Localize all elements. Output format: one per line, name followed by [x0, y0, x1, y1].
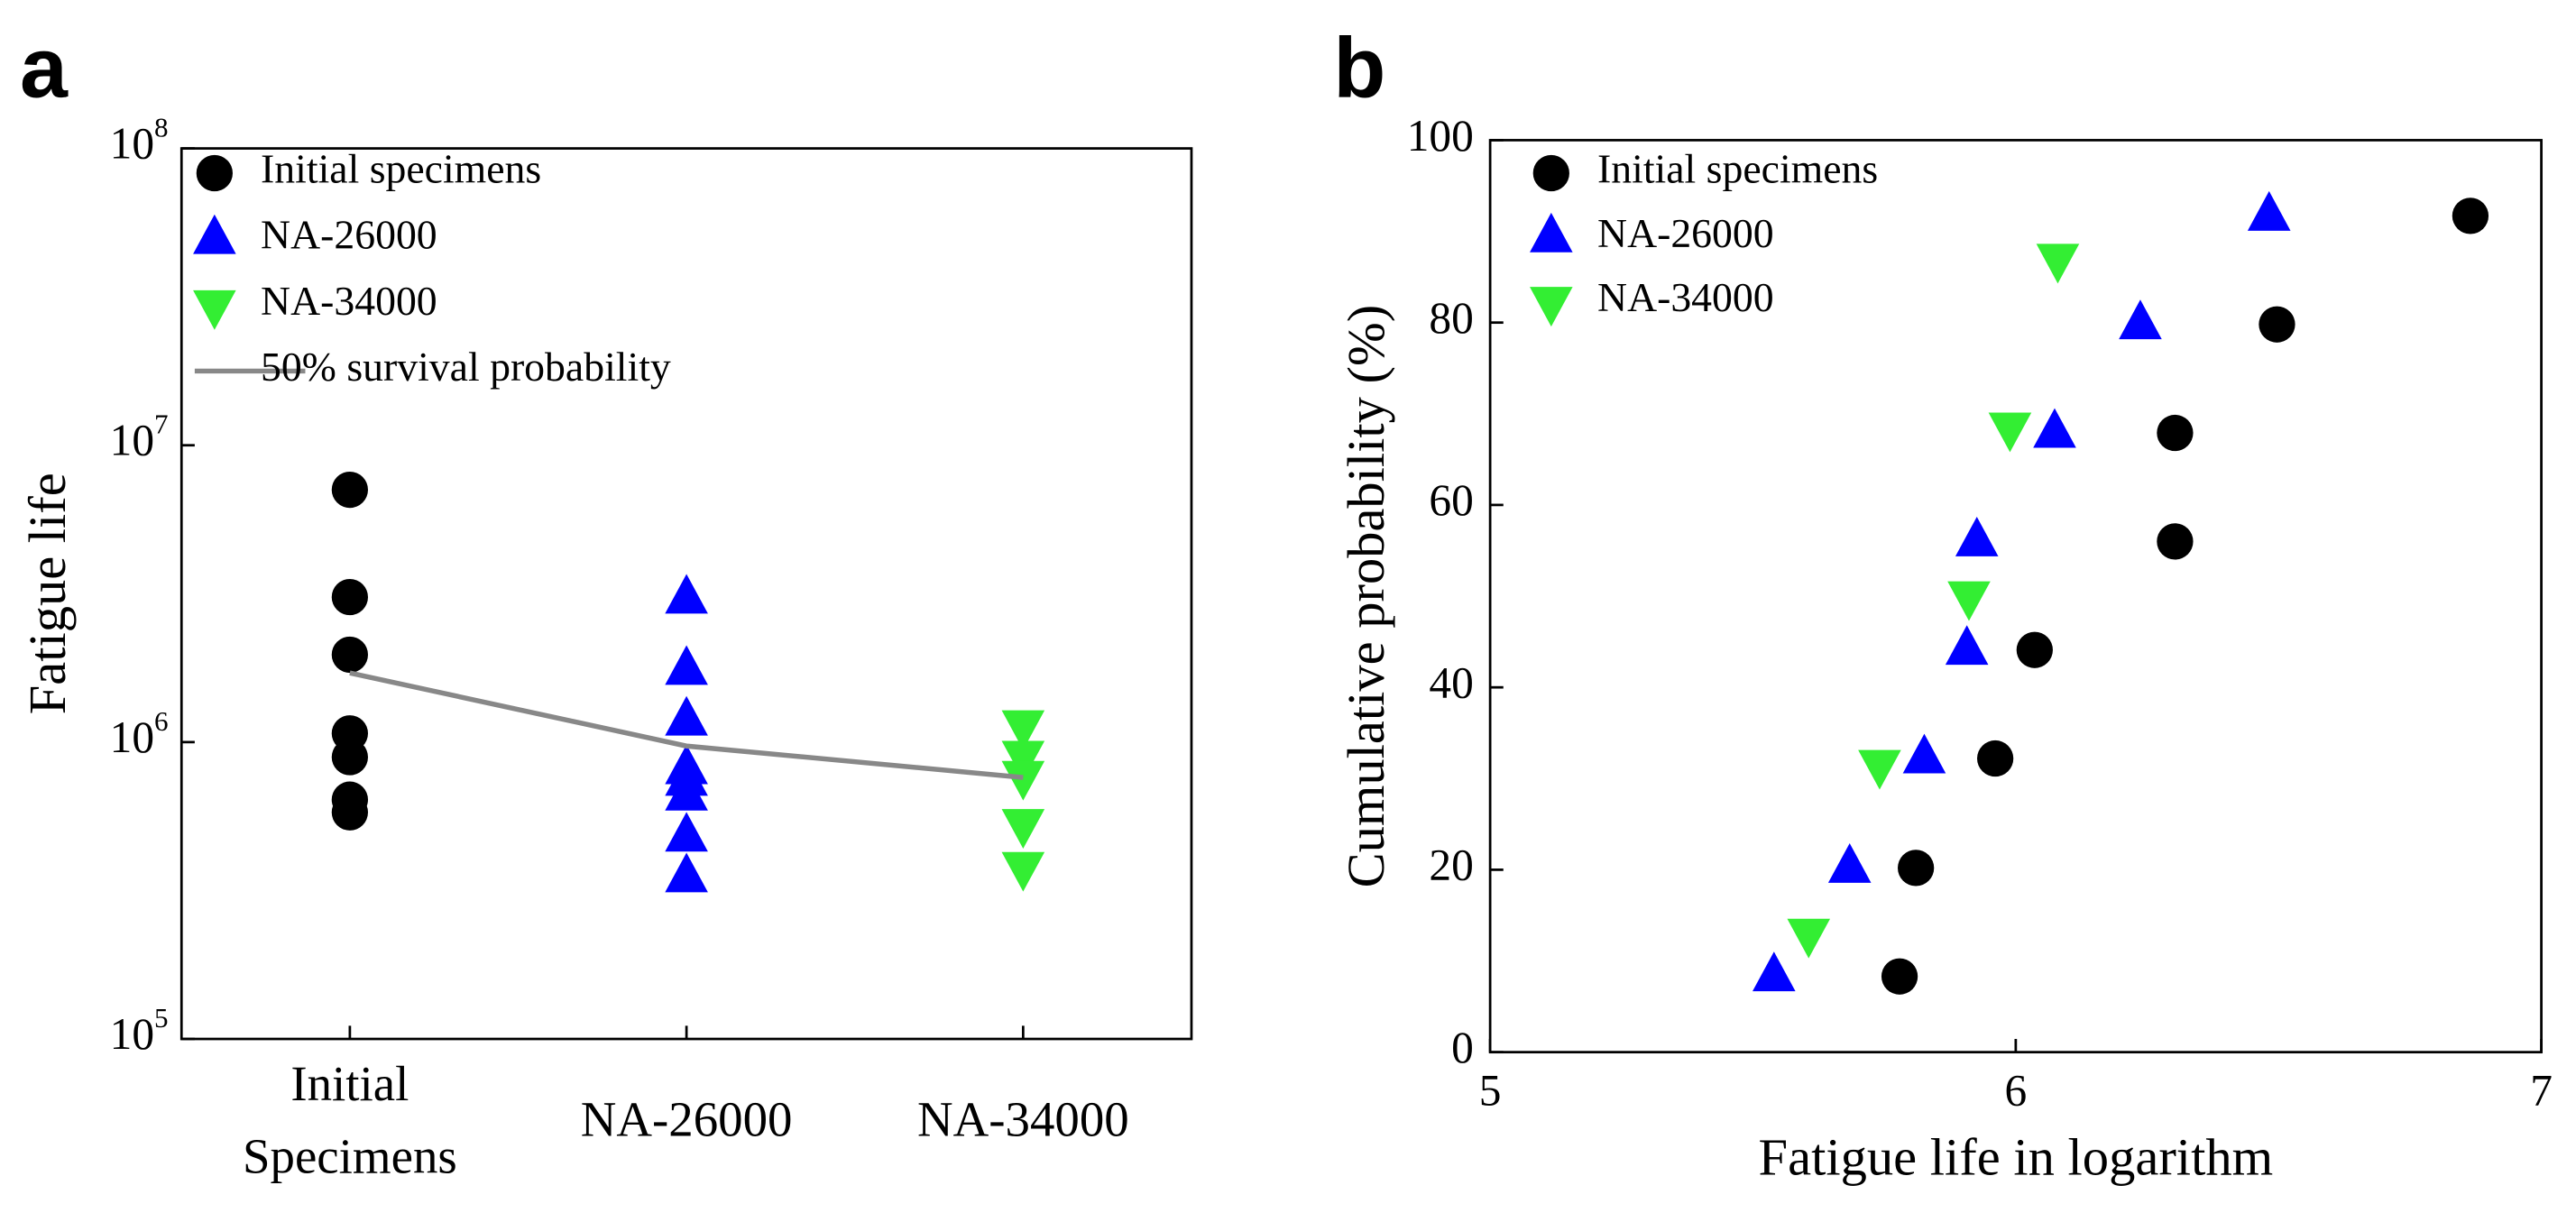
data-point [1881, 958, 1918, 995]
data-point [1001, 809, 1045, 850]
legend-label: Initial specimens [1597, 146, 1878, 192]
data-point [2157, 414, 2194, 452]
y-tick-base: 10 [110, 119, 154, 169]
x-tick-label: 6 [2005, 1066, 2028, 1116]
x-tick-label: Initial Specimens [243, 1055, 457, 1182]
data-point [1988, 412, 2032, 453]
y-tick-label: 0 [1451, 1023, 1474, 1072]
data-point [665, 852, 708, 893]
data-point [1858, 749, 1901, 790]
panel-label: b [1333, 20, 1385, 115]
data-point [2119, 299, 2162, 340]
y-tick-label: 20 [1429, 841, 1473, 890]
data-point [2247, 190, 2291, 231]
x-tick-label: 7 [2530, 1066, 2553, 1116]
data-point [1787, 918, 1831, 959]
legend-label: NA-34000 [261, 278, 437, 324]
legend-swatch [193, 214, 236, 254]
y-axis-label: Cumulative probability (%) [1337, 305, 1395, 888]
data-point [2033, 408, 2076, 448]
panel-label: a [20, 20, 69, 115]
data-point [2036, 243, 2080, 284]
data-point [1827, 842, 1872, 883]
y-tick-exponent: 7 [154, 409, 169, 440]
data-point [2259, 306, 2295, 343]
y-tick-label: 108 [110, 112, 169, 169]
data-point [1977, 740, 2014, 777]
data-point [2157, 523, 2194, 560]
data-point [1001, 740, 1045, 781]
x-tick-label: 5 [1479, 1066, 1502, 1116]
legend-swatch [196, 154, 233, 192]
survival-line [349, 670, 1024, 780]
data-point [2452, 198, 2489, 234]
y-tick-base: 10 [110, 416, 154, 465]
data-point [1945, 625, 1989, 666]
y-tick-label: 60 [1429, 475, 1473, 525]
legend-label: NA-34000 [1597, 274, 1774, 320]
data-point [665, 574, 708, 614]
data-point [1902, 733, 1946, 774]
y-tick-exponent: 6 [154, 705, 169, 737]
legend-label: NA-26000 [1597, 210, 1774, 256]
data-point [1753, 951, 1796, 992]
legend-swatch [1530, 212, 1573, 253]
legend-swatch [1532, 154, 1569, 192]
data-point [2016, 631, 2053, 668]
data-point [331, 636, 368, 674]
y-tick-label: 105 [110, 1002, 169, 1059]
data-point [1001, 760, 1045, 801]
data-point [665, 812, 708, 852]
y-tick-base: 10 [110, 1009, 154, 1059]
data-point [1898, 850, 1935, 887]
legend-label: Initial specimens [261, 146, 541, 192]
y-tick-label: 80 [1429, 293, 1473, 343]
data-point [1001, 710, 1045, 750]
x-axis-label: Fatigue life in logarithm [1759, 1128, 2274, 1187]
y-tick-label: 106 [110, 705, 169, 762]
data-point [665, 770, 708, 811]
y-axis-label: Fatigue life [18, 473, 77, 714]
legend-label: NA-26000 [261, 212, 437, 258]
x-tick-label: NA-26000 [581, 1092, 793, 1147]
y-tick-exponent: 5 [154, 1002, 169, 1034]
y-tick-label: 40 [1429, 658, 1473, 708]
legend-swatch [193, 289, 236, 330]
x-tick-label: NA-34000 [917, 1092, 1129, 1147]
data-point [331, 471, 368, 509]
y-tick-label: 100 [1407, 111, 1474, 161]
data-point [665, 645, 708, 685]
y-tick-exponent: 8 [154, 112, 169, 143]
data-point [331, 578, 368, 616]
y-tick-label: 107 [110, 409, 169, 465]
data-point [331, 794, 368, 831]
y-tick-base: 10 [110, 712, 154, 762]
data-point [331, 739, 368, 776]
data-point [1955, 516, 1999, 556]
data-point [1001, 851, 1045, 892]
legend-label: 50% survival probability [261, 344, 671, 390]
data-point [665, 695, 708, 736]
legend-swatch [1530, 287, 1573, 327]
data-point [1947, 581, 1991, 621]
